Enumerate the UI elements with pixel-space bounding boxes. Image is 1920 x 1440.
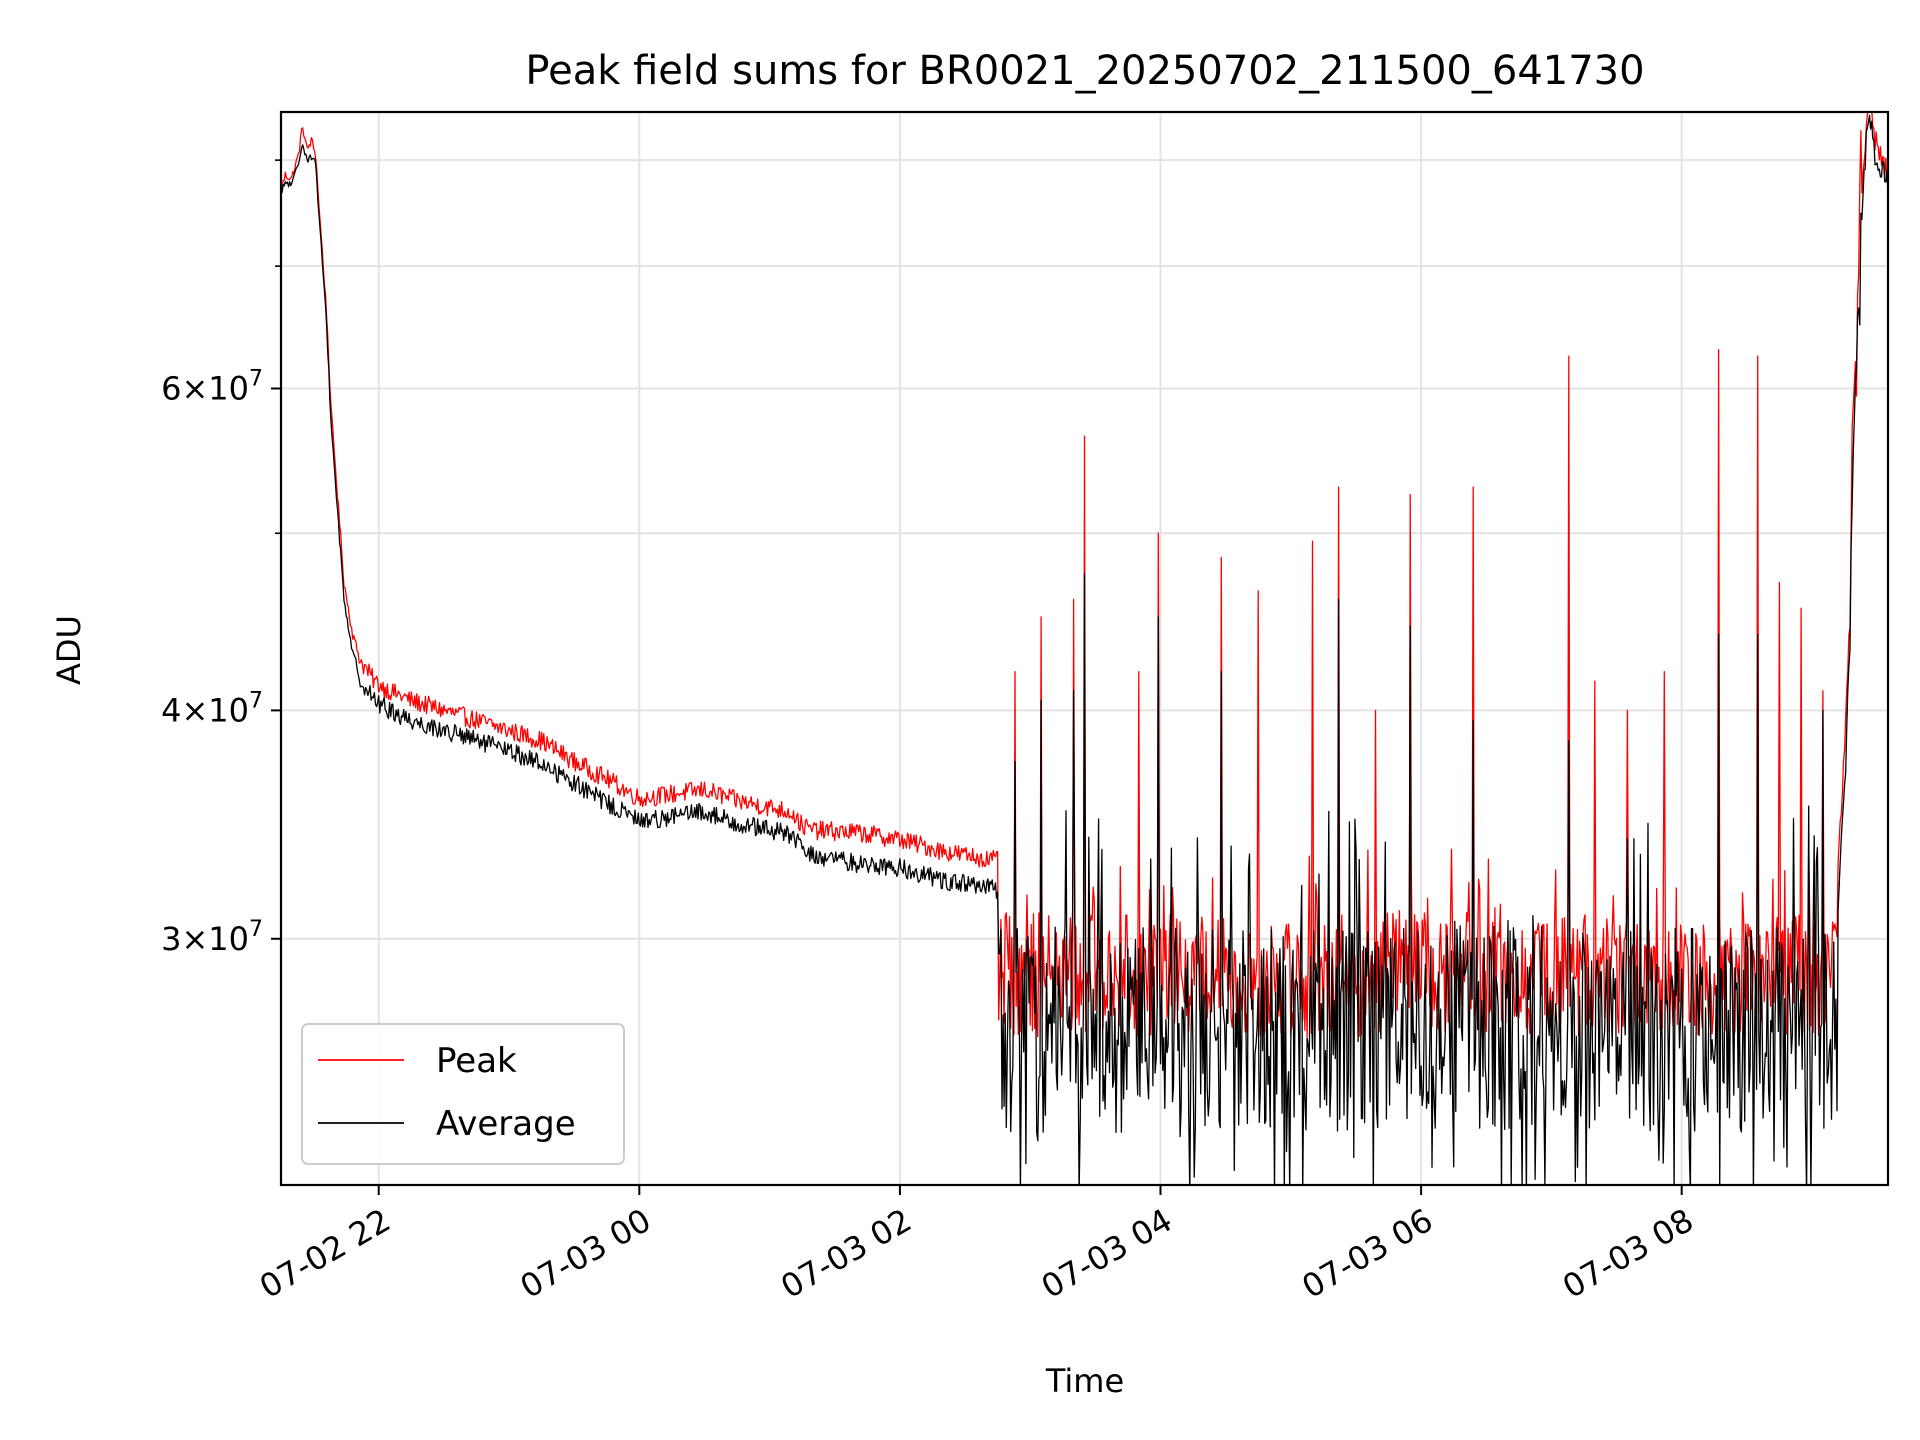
y-tick-label: 6×107 — [161, 367, 263, 408]
x-axis-label: Time — [1045, 1362, 1124, 1400]
plot-frame — [279, 110, 1890, 1187]
legend-box — [301, 1023, 625, 1165]
series-line-peak — [281, 112, 1888, 1038]
y-tick-label: 3×107 — [161, 917, 263, 958]
chart-title: Peak field sums for BR0021_20250702_2115… — [525, 48, 1644, 94]
grid — [281, 112, 1888, 1185]
plot-area — [281, 112, 1888, 1185]
legend: Peak Average — [301, 1023, 625, 1165]
legend-label-average: Average — [436, 1104, 576, 1144]
y-tick-label: 4×107 — [161, 688, 263, 729]
legend-label-peak: Peak — [436, 1041, 517, 1081]
series-line-average — [281, 114, 1888, 1185]
series-layer — [281, 112, 1888, 1185]
y-axis-label: ADU — [50, 615, 88, 685]
